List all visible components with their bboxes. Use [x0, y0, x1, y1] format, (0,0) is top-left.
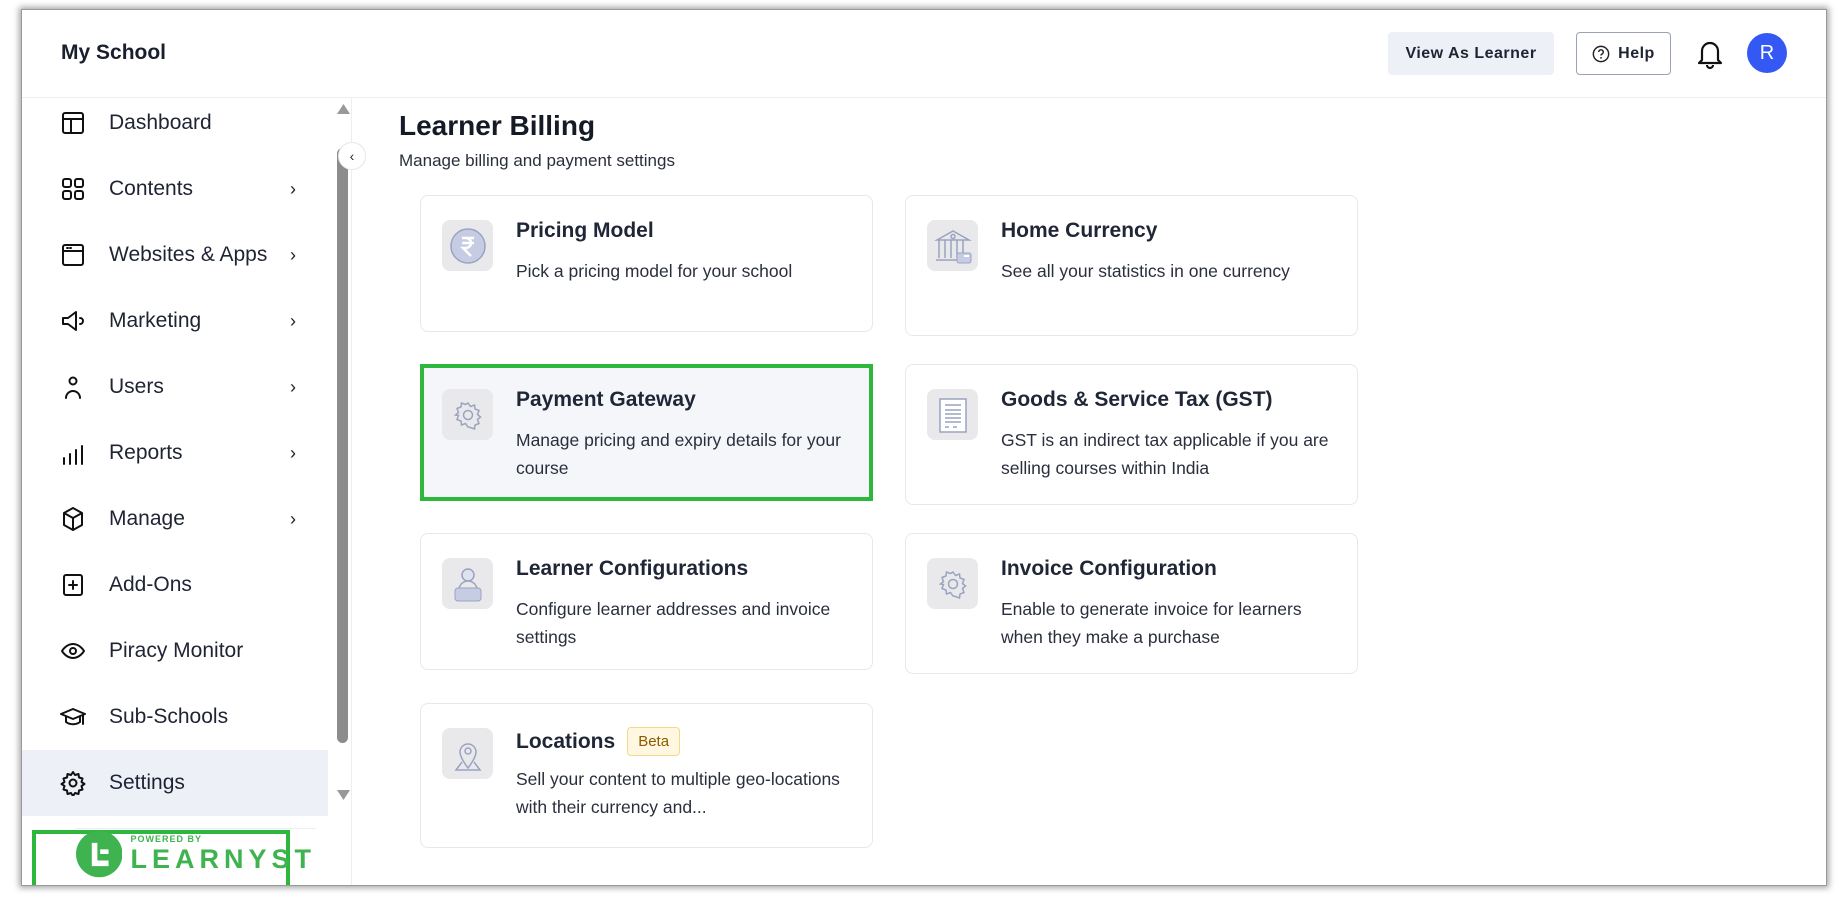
- sidebar-item-label: Settings: [109, 771, 185, 794]
- learnyst-logo: POWERED BY LEARNYST: [76, 828, 316, 879]
- card-pricing-model[interactable]: Pricing Model Pick a pricing model for y…: [420, 195, 873, 332]
- eye-icon: [61, 643, 85, 659]
- collapse-sidebar-button[interactable]: ‹: [338, 142, 366, 170]
- sidebar-item-websites-apps[interactable]: Websites & Apps ›: [22, 222, 328, 288]
- megaphone-icon: [62, 311, 84, 331]
- layout-icon: [62, 112, 84, 134]
- sidebar-item-label: Sub-Schools: [109, 705, 229, 728]
- card-payment-gateway[interactable]: Payment Gateway Manage pricing and expir…: [420, 364, 873, 501]
- bank-icon: [933, 229, 972, 263]
- view-as-learner-button[interactable]: View As Learner: [1388, 32, 1554, 75]
- card-title: Pricing Model: [516, 219, 654, 242]
- sidebar-item-dashboard[interactable]: Dashboard: [22, 90, 328, 156]
- user-avatar[interactable]: R: [1747, 33, 1787, 73]
- gear-icon: [453, 401, 482, 430]
- sidebar-item-label: Marketing: [109, 309, 202, 332]
- card-icon-box: [442, 728, 493, 779]
- card-description: Enable to generate invoice for learners …: [1001, 599, 1302, 647]
- card-icon-box: [442, 220, 493, 271]
- help-label: Help: [1618, 44, 1655, 62]
- chevron-right-icon: ›: [290, 508, 296, 529]
- sidebar-item-label: Dashboard: [109, 111, 212, 134]
- sidebar-item-manage[interactable]: Manage ›: [22, 486, 328, 552]
- sidebar-scrollbar[interactable]: [335, 98, 352, 808]
- card-title: Home Currency: [1001, 219, 1158, 242]
- sidebar-item-label: Add-Ons: [109, 573, 192, 596]
- school-name: My School: [61, 41, 167, 64]
- card-description: See all your statistics in one currency: [1001, 261, 1290, 281]
- card-title: Goods & Service Tax (GST): [1001, 388, 1273, 411]
- document-icon: [938, 397, 967, 433]
- card-title: Learner Configurations: [516, 557, 749, 580]
- sidebar-item-label: Piracy Monitor: [109, 639, 244, 662]
- sidebar-item-contents[interactable]: Contents ›: [22, 156, 328, 222]
- chevron-right-icon: ›: [290, 376, 296, 397]
- card-description: Configure learner addresses and invoice …: [516, 599, 831, 647]
- sidebar-item-sub-schools[interactable]: Sub-Schools: [22, 684, 328, 750]
- plus-square-icon: [63, 574, 83, 596]
- sidebar-item-settings[interactable]: Settings: [22, 750, 328, 816]
- card-locations[interactable]: Locations Beta Sell your content to multi…: [420, 703, 873, 848]
- card-home-currency[interactable]: Home Currency See all your statistics in…: [905, 195, 1358, 336]
- powered-by-text: POWERED BY: [130, 833, 202, 844]
- bar-chart-icon: [63, 445, 83, 465]
- card-title: Invoice Configuration: [1001, 557, 1217, 580]
- sidebar: Dashboard Contents › Websites & Apps › Market…: [22, 98, 352, 885]
- sidebar-item-reports[interactable]: Reports ›: [22, 420, 328, 486]
- beta-badge: Beta: [627, 727, 681, 756]
- chevron-right-icon: ›: [290, 310, 296, 331]
- chevron-left-icon: ‹: [349, 148, 355, 164]
- sidebar-item-label: Contents: [109, 177, 194, 200]
- sidebar-item-piracy-monitor[interactable]: Piracy Monitor: [22, 618, 328, 684]
- main-content: Learner Billing Manage billing and payme…: [352, 98, 1826, 885]
- card-description: Sell your content to multiple geo-locati…: [516, 769, 840, 817]
- sidebar-item-label: Websites & Apps: [109, 243, 268, 266]
- sidebar-item-label: Manage: [109, 507, 185, 530]
- top-header: My School View As Learner Help R: [22, 10, 1826, 98]
- scroll-up-icon[interactable]: [337, 104, 350, 114]
- card-description: Pick a pricing model for your school: [516, 261, 793, 281]
- scrollbar-thumb[interactable]: [337, 148, 348, 743]
- user-icon: [65, 376, 81, 399]
- sidebar-item-label: Reports: [109, 441, 183, 464]
- cube-icon: [63, 507, 83, 531]
- card-description: GST is an indirect tax applicable if you…: [1001, 430, 1329, 478]
- sidebar-item-add-ons[interactable]: Add-Ons: [22, 552, 328, 618]
- browser-icon: [62, 244, 84, 266]
- app-window: My School View As Learner Help R Dashboa…: [21, 9, 1827, 886]
- sidebar-item-marketing[interactable]: Marketing ›: [22, 288, 328, 354]
- card-goods-service-tax-gst[interactable]: Goods & Service Tax (GST) GST is an indi…: [905, 364, 1358, 505]
- page-subtitle: Manage billing and payment settings: [399, 151, 675, 170]
- card-icon-box: [927, 220, 978, 271]
- grid-icon: [62, 178, 84, 200]
- card-title: Locations: [516, 729, 616, 753]
- card-icon-box: [927, 558, 978, 609]
- help-circle-icon: [1592, 45, 1610, 62]
- help-button[interactable]: Help: [1576, 32, 1671, 75]
- learner-icon: [454, 567, 481, 601]
- card-title: Payment Gateway: [516, 388, 696, 411]
- gear-icon: [938, 570, 967, 599]
- scroll-down-icon[interactable]: [337, 790, 350, 800]
- graduation-cap-icon: [60, 708, 86, 726]
- card-invoice-configuration[interactable]: Invoice Configuration Enable to generate…: [905, 533, 1358, 674]
- chevron-right-icon: ›: [290, 442, 296, 463]
- chevron-right-icon: ›: [290, 244, 296, 265]
- card-icon-box: [927, 389, 978, 440]
- card-description: Manage pricing and expiry details for yo…: [516, 430, 841, 478]
- page-title: Learner Billing: [399, 110, 596, 141]
- rupee-icon: [449, 227, 486, 264]
- map-pin-icon: [454, 742, 481, 771]
- card-learner-configurations[interactable]: Learner Configurations Configure learner…: [420, 533, 873, 670]
- gear-icon: [60, 771, 86, 796]
- brand-text: LEARNYST: [130, 843, 316, 874]
- notification-bell-icon[interactable]: [1696, 38, 1724, 70]
- sidebar-item-label: Users: [109, 375, 164, 398]
- card-icon-box: [442, 389, 493, 440]
- card-icon-box: [442, 558, 493, 609]
- learnyst-logo-icon: [76, 830, 123, 878]
- chevron-right-icon: ›: [290, 178, 296, 199]
- sidebar-item-users[interactable]: Users ›: [22, 354, 328, 420]
